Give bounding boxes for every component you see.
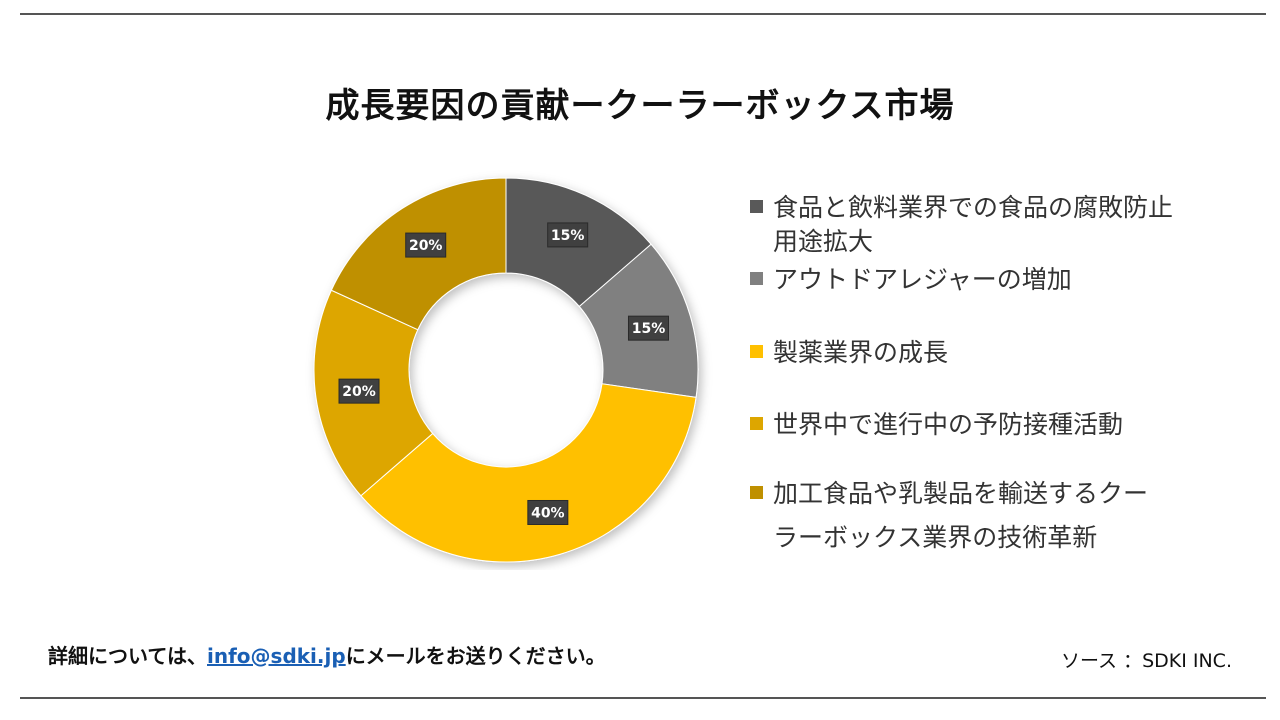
contact-note-suffix: にメールをお送りください。 [345, 644, 606, 668]
legend-item: 製薬業界の成長 [750, 333, 1220, 373]
legend-label: 食品と飲料業界での食品の腐敗防止 用途拡大 [773, 193, 1174, 256]
contact-note: 詳細については、info@sdki.jpにメールをお送りください。 [48, 640, 606, 669]
donut-chart: 15% 15% 40% 20% 20% [313, 177, 699, 563]
svg-text:15%: 15% [551, 228, 585, 244]
chart-title: 成長要因の貢献ークーラーボックス市場 [325, 86, 955, 126]
legend-label: アウトドアレジャーの増加 [773, 265, 1072, 294]
contact-note-prefix: 詳細については、 [48, 644, 207, 668]
svg-text:15%: 15% [632, 321, 666, 337]
slice-data-label: 20% [405, 232, 447, 258]
source-credit: ソース ：SDKI INC. [1060, 650, 1232, 672]
email-link[interactable]: info@sdki.jp [207, 644, 346, 668]
slice-data-label: 15% [547, 222, 589, 248]
legend-swatch [750, 486, 763, 499]
slice-data-label: 20% [338, 378, 380, 404]
legend-label: 世界中で進行中の予防接種活動 [773, 410, 1124, 439]
legend-label: 製薬業界の成長 [773, 338, 949, 367]
legend-swatch [750, 345, 763, 358]
legend-swatch [750, 200, 763, 213]
svg-text:40%: 40% [531, 505, 565, 521]
bottom-divider [20, 697, 1266, 699]
slice-data-label: 40% [527, 499, 569, 525]
donut-slice [360, 383, 697, 563]
legend-item: 加工食品や乳製品を輸送するクー ラーボックス業界の技術革新 [750, 474, 1220, 558]
slice-data-label: 15% [627, 315, 669, 341]
top-divider [20, 13, 1266, 15]
legend-swatch [750, 272, 763, 285]
legend-item: 食品と飲料業界での食品の腐敗防止 用途拡大 [750, 188, 1220, 262]
svg-text:20%: 20% [342, 384, 376, 400]
legend-item: 世界中で進行中の予防接種活動 [750, 405, 1220, 445]
svg-text:20%: 20% [409, 238, 443, 254]
legend-swatch [750, 417, 763, 430]
legend-label: 加工食品や乳製品を輸送するクー ラーボックス業界の技術革新 [773, 479, 1149, 552]
legend-item: アウトドアレジャーの増加 [750, 260, 1220, 300]
